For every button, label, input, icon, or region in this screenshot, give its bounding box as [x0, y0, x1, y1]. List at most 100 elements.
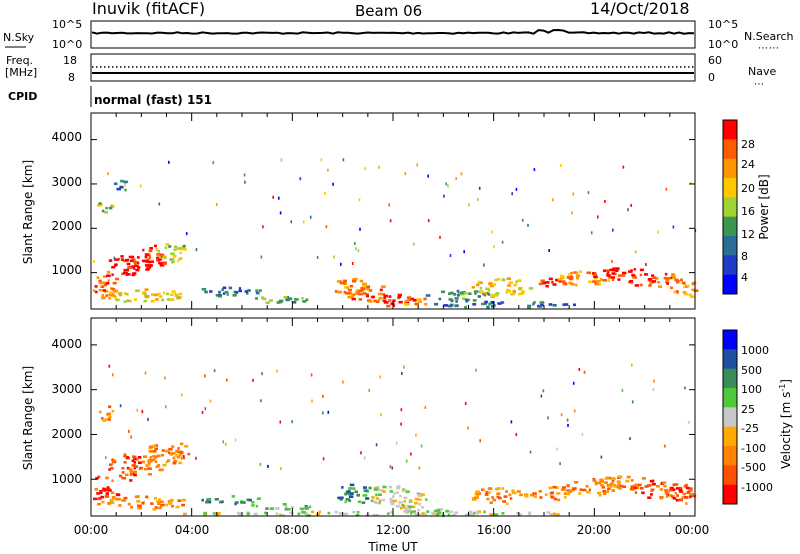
power-cell [505, 291, 508, 294]
power-cell [440, 290, 446, 294]
power-cell [454, 297, 459, 300]
velocity-cell [138, 461, 142, 464]
power-cell [486, 305, 490, 309]
power-cell [357, 290, 361, 293]
power-cell [612, 268, 617, 272]
power-cell [596, 280, 601, 283]
velocity-cell [156, 500, 161, 503]
velocity-cell [214, 498, 219, 501]
power-cell [175, 294, 179, 297]
noise-left-tick-top: 10^5 [52, 18, 82, 31]
power-colorbar-swatches [723, 120, 737, 295]
velocity-cell [107, 412, 112, 416]
velocity-cell [495, 487, 499, 491]
power-cell [347, 295, 352, 299]
velocity-cell [156, 454, 161, 458]
velocity-cell [421, 493, 425, 496]
velocity-cell [573, 409, 576, 413]
power-cell [176, 247, 180, 250]
power-cell [539, 301, 545, 304]
power-cell [594, 272, 597, 276]
velocity-cell [382, 485, 387, 489]
velocity-cell [344, 492, 348, 496]
power-cell [126, 262, 131, 266]
power-cell [174, 292, 177, 296]
velocity-cell [109, 498, 114, 502]
power-cell [179, 251, 182, 255]
power-cell [124, 183, 126, 187]
power-cell [488, 282, 493, 285]
velocity-cell [137, 456, 142, 459]
velocity-cell [546, 511, 551, 514]
power-cell [179, 257, 183, 260]
power-cell [455, 177, 457, 181]
power-cell [118, 293, 123, 297]
power-cell [528, 287, 534, 290]
power-cell [652, 276, 657, 279]
power-cell [111, 288, 116, 291]
power-cell [158, 261, 163, 265]
velocity-cell [419, 498, 422, 501]
velocity-cell [158, 498, 161, 501]
power-cell [340, 262, 342, 266]
velocity-cell [389, 465, 392, 469]
velocity-cell [630, 479, 634, 482]
velocity-cell [664, 444, 666, 448]
velocity-cell [133, 466, 137, 470]
velocity-cell [125, 456, 129, 459]
velocity-cell [681, 496, 685, 499]
power-cell [105, 206, 108, 210]
velocity-cell [152, 508, 157, 511]
velocity-cell [511, 491, 517, 495]
velocity-ytick-2000: 2000 [51, 427, 82, 441]
velocity-cell [137, 504, 142, 508]
velocity-cell [604, 481, 608, 484]
velocity-cbar-label-main: Velocity [m s [779, 392, 793, 469]
power-cell [558, 278, 562, 281]
power-cell [628, 270, 633, 273]
velocity-cell [662, 481, 667, 484]
vel-cbar-tick-500: 500 [741, 364, 762, 377]
velocity-cell [144, 371, 147, 375]
velocity-cell [468, 513, 471, 517]
power-cell [568, 277, 574, 281]
velocity-cell [505, 490, 509, 493]
velocity-cell [118, 497, 121, 501]
velocity-cell [171, 445, 175, 448]
power-cell [692, 281, 697, 285]
power-cell [453, 293, 456, 296]
power-cell [172, 255, 177, 258]
velocity-cell [668, 488, 673, 492]
velocity-cell [389, 490, 394, 493]
power-cell [621, 271, 627, 275]
power-cell [671, 274, 676, 277]
power-cell [532, 302, 535, 306]
velocity-cell [239, 512, 243, 516]
power-cell [344, 286, 347, 289]
power-cell [456, 294, 460, 297]
velocity-cell [491, 496, 494, 499]
velocity-cell [107, 501, 112, 505]
power-cell [398, 300, 403, 304]
velocity-cell [506, 502, 509, 506]
velocity-cell [412, 505, 416, 509]
power-cell [182, 244, 186, 248]
power-cell [674, 278, 679, 282]
power-cell [408, 298, 412, 301]
power-cell [593, 275, 598, 279]
velocity-cell [349, 495, 354, 498]
velocity-cell [99, 489, 103, 493]
power-cell [156, 253, 161, 256]
velocity-cell [119, 404, 122, 408]
velocity-cell [405, 459, 408, 463]
velocity-cell [253, 512, 258, 516]
velocity-cell [339, 498, 343, 501]
power-cell [533, 168, 536, 172]
power-heatmap [92, 158, 699, 309]
power-cell [124, 268, 129, 272]
power-cell [615, 267, 620, 270]
power-panel: Slant Range [km] 1000 2000 3000 4000 [21, 112, 699, 310]
power-cell [627, 208, 629, 212]
power-cell [124, 292, 127, 295]
velocity-colorbar-swatches [723, 330, 737, 505]
